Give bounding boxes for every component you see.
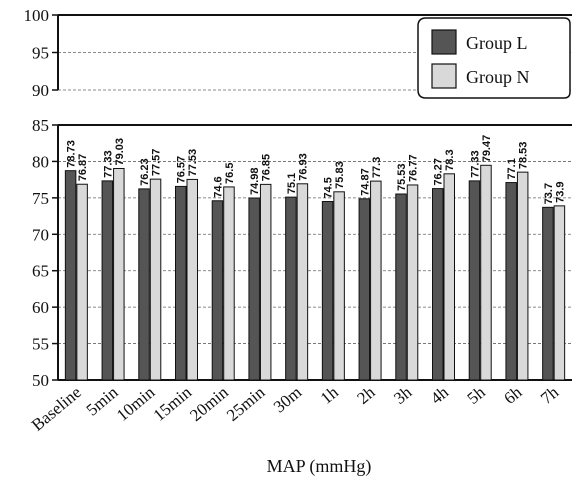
y-tick-label: 90 [32,81,49,100]
data-label-group-l: 77.33 [469,150,481,178]
bar-group-l [395,193,407,381]
y-tick-label: 60 [32,298,49,317]
bar-group-n [186,178,198,381]
bar-group-n [223,186,235,381]
data-label-group-l: 75.1 [286,173,298,194]
category-label: 4h [427,382,453,408]
data-label-group-n: 75.83 [334,161,346,189]
category-label: 25min [223,382,269,425]
bar-group-l [248,197,260,381]
data-label-group-l: 74.6 [212,176,224,197]
bar-group-n [553,205,566,381]
legend-swatch-group-n [431,63,457,89]
bar-group-n [259,183,272,381]
legend-swatch-group-l [431,29,457,55]
bars [64,164,566,381]
y-tick-label: 65 [32,262,49,281]
data-label-group-l: 76.27 [433,158,445,186]
category-label: 6h [500,382,526,408]
bar-group-l [211,200,224,381]
x-axis-label: MAP (mmHg) [267,456,372,477]
data-label-group-n: 73.9 [554,181,566,202]
y-tick-label: 85 [32,116,49,135]
data-label-group-n: 77.3 [371,157,383,178]
category-label: 2h [353,382,379,408]
bar-group-l [432,188,444,381]
bar-group-n [406,184,419,381]
legend-label-group-l: Group L [466,33,528,53]
bar-group-n [113,167,125,381]
data-label-group-l: 73.7 [543,183,555,204]
data-label-group-n: 76.93 [297,153,309,181]
bar-group-n [149,178,162,381]
category-label: 1h [317,382,343,408]
y-tick-label: 75 [32,189,49,208]
bar-group-l [505,182,517,381]
data-label-group-n: 76.85 [261,154,273,182]
data-label-group-n: 76.5 [224,163,236,184]
bar-group-l [468,180,481,381]
y-tick-labels: 50 55 60 65 70 75 80 85 90 95 100 [24,6,50,390]
data-label-group-n: 77.53 [187,149,199,177]
category-label: 30m [270,383,305,417]
data-label-group-l: 76.23 [139,158,151,186]
bar-group-l [138,188,150,381]
data-label-group-l: 77.1 [506,158,518,179]
bar-group-n [370,180,382,381]
data-label-group-n: 76.87 [77,154,89,182]
legend: Group L Group N [417,17,571,99]
data-label-group-l: 75.53 [396,163,408,191]
data-label-group-n: 77.57 [151,149,163,177]
bar-group-l [175,185,187,381]
category-label: 20min [186,382,232,425]
bar-group-n [443,173,455,381]
data-label-group-l: 74.5 [323,177,335,198]
y-tick-label: 100 [24,6,50,25]
y-tick-label: 70 [32,225,49,244]
y-tick-label: 50 [32,371,49,390]
data-label-group-n: 78.53 [518,142,530,170]
legend-label-group-n: Group N [466,67,530,87]
data-label-group-n: 79.47 [481,135,493,163]
data-label-group-l: 78.73 [66,140,78,168]
data-label-group-l: 76.57 [176,156,188,184]
bar-group-n [76,183,88,381]
bar-group-l [285,196,297,381]
bar-group-n [480,164,492,381]
category-label: 3h [390,382,416,408]
y-tick-label: 80 [32,152,49,171]
bar-group-l [321,201,334,381]
bar-group-n [333,191,345,381]
bar-group-n [516,171,529,381]
data-label-group-l: 77.33 [102,150,114,178]
category-label: 10min [113,382,159,425]
category-label: 15min [150,382,196,425]
category-label: Baseline [28,383,85,435]
y-tick-label: 95 [32,44,49,63]
bar-group-n [296,183,309,381]
data-label-group-l: 74.87 [359,168,371,196]
data-label-group-n: 79.03 [114,138,126,166]
category-label: 7h [537,382,563,408]
bar-group-l [101,180,114,381]
y-tick-label: 55 [32,335,49,354]
bar-group-l [358,198,371,381]
data-label-group-n: 78.3 [444,149,456,170]
category-label: 5h [464,382,490,408]
bar-group-l [64,170,77,381]
data-label-group-l: 74.98 [249,167,261,195]
bar-group-l [542,206,554,381]
data-label-group-n: 76.77 [408,154,420,182]
